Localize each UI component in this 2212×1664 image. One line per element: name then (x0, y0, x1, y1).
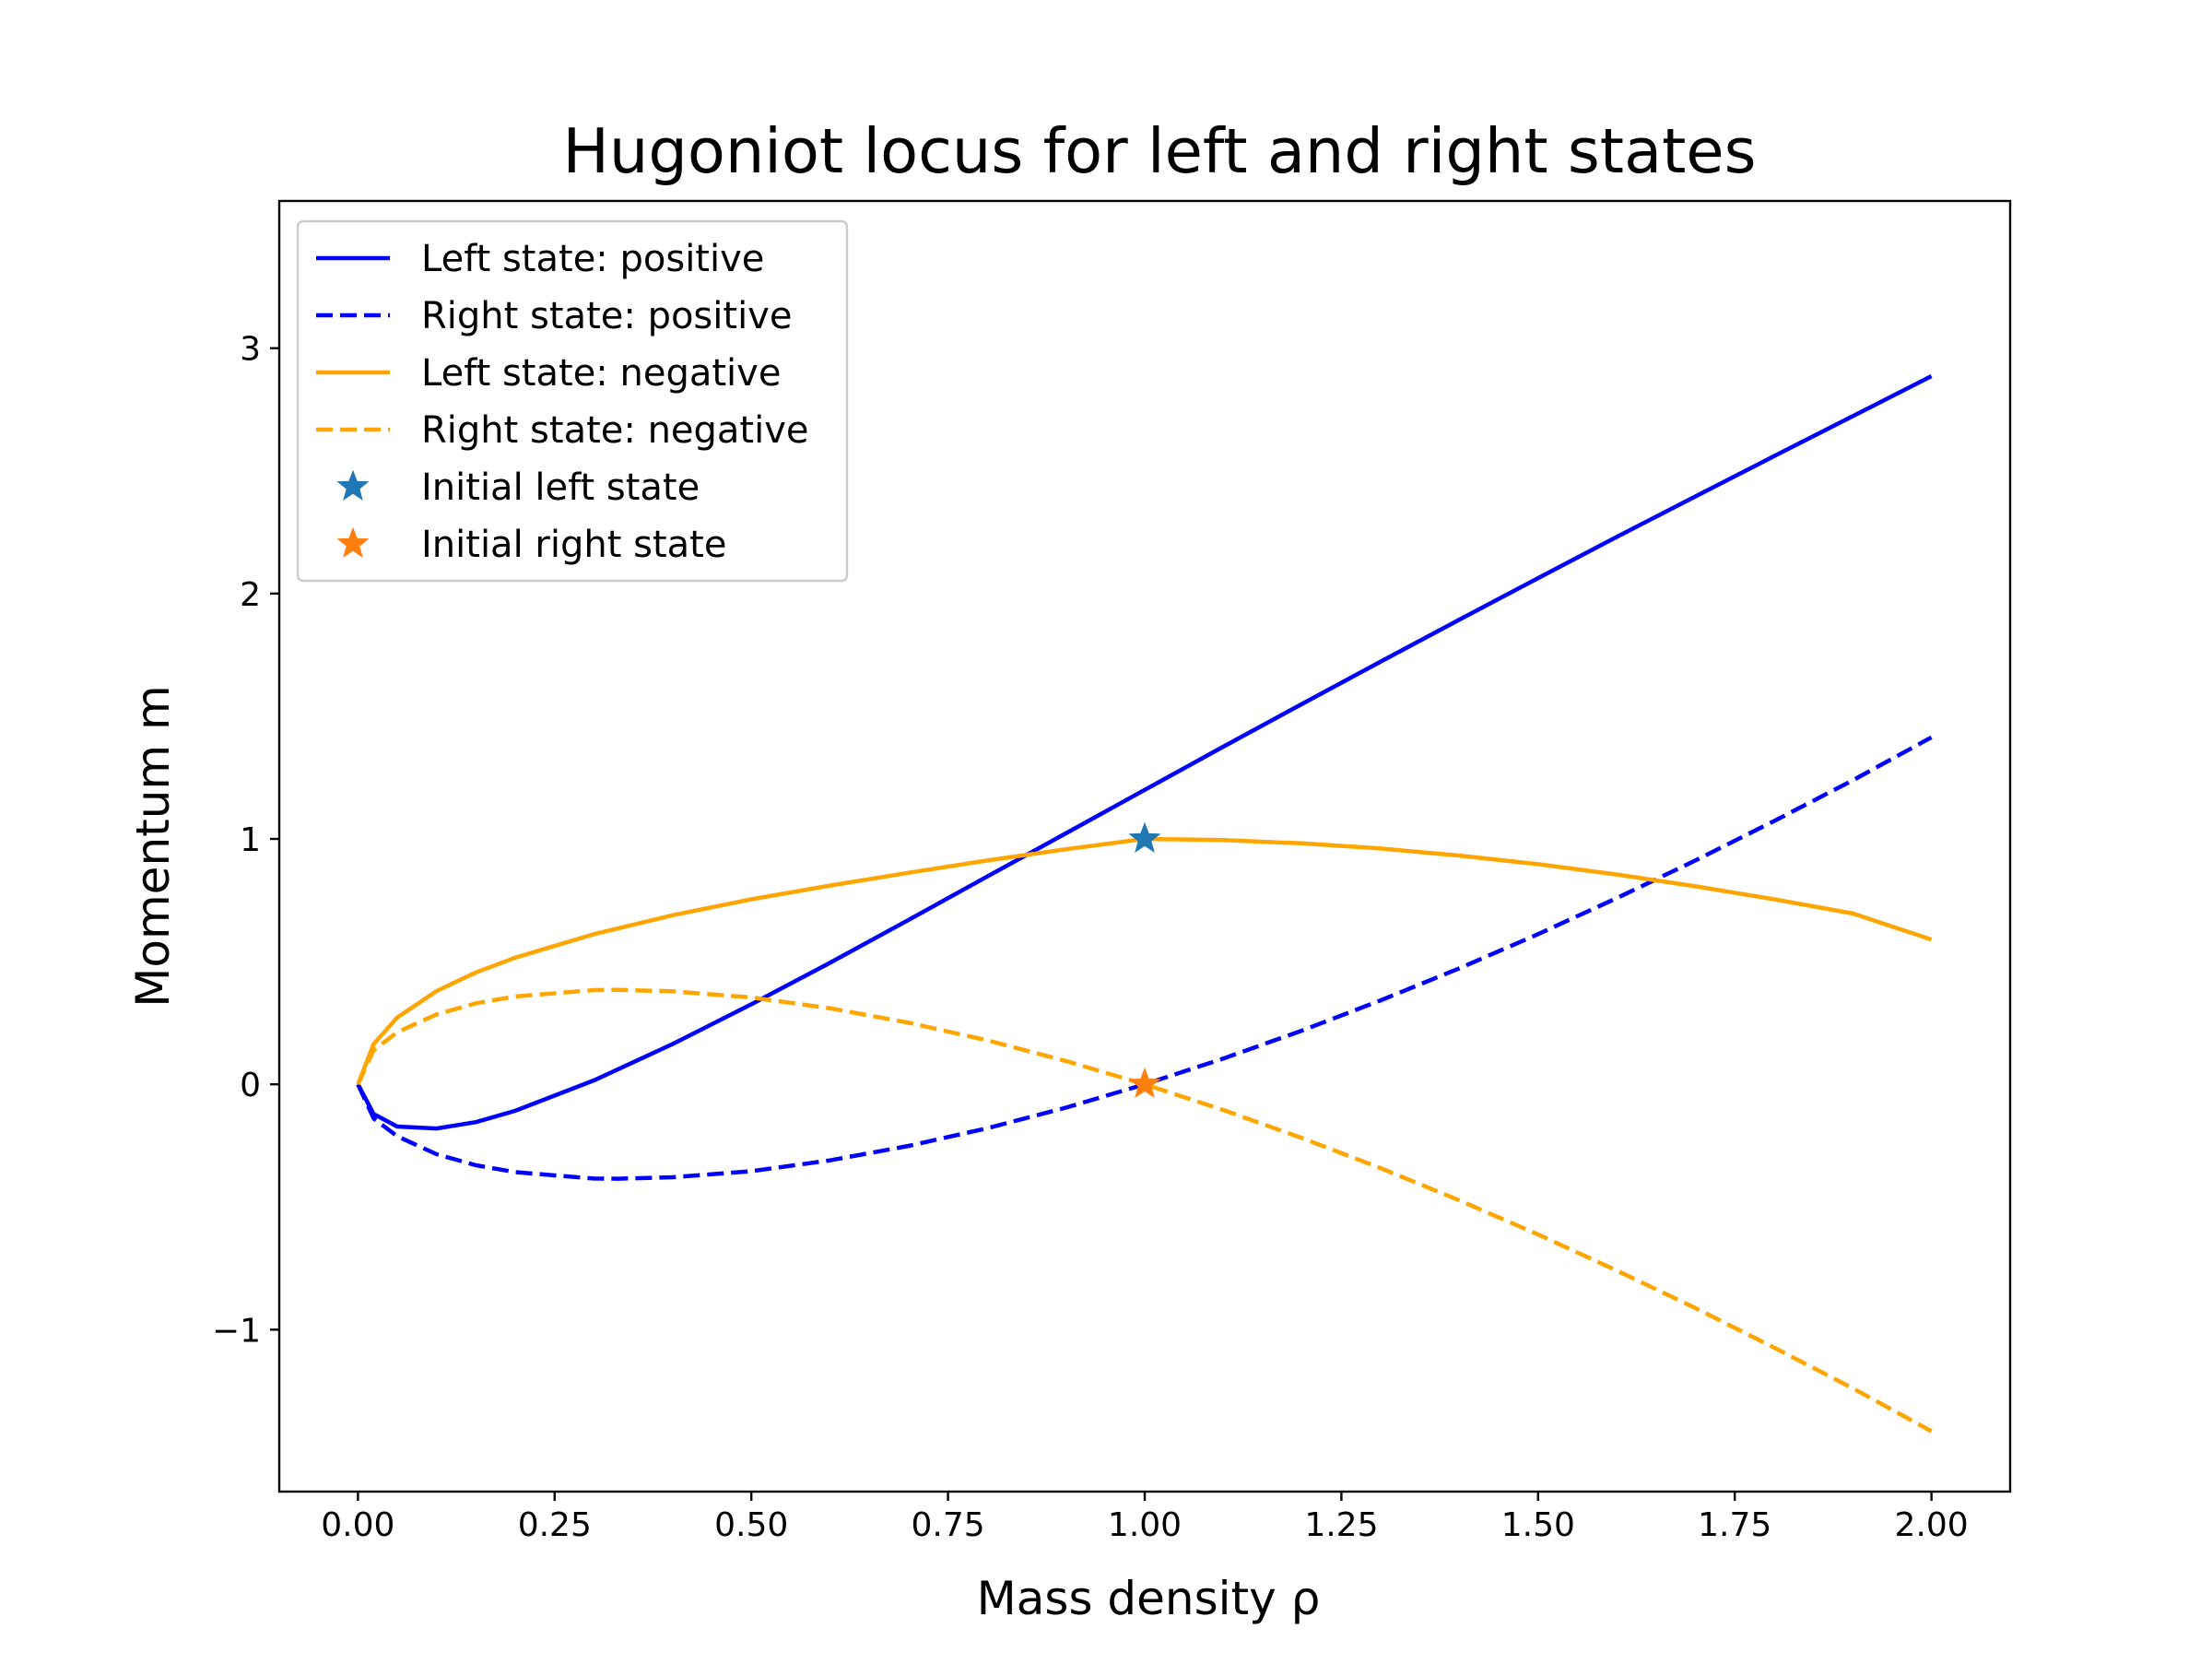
legend-label: Left state: positive (421, 238, 764, 280)
series-line-2 (356, 735, 1933, 1181)
y-tick-label: 1 (240, 821, 261, 859)
y-axis: −1 0 1 2 3 (212, 331, 279, 1350)
legend: Left state: positive Right state: positiv… (296, 219, 849, 583)
y-axis-label: Momentum m (126, 685, 180, 1008)
x-tick-label: 1.00 (1108, 1506, 1182, 1544)
legend-label: Initial right state (421, 524, 726, 566)
x-tick-label: 1.75 (1698, 1506, 1771, 1544)
legend-entries: Left state: positive Right state: positiv… (316, 238, 809, 566)
marker-star-1 (1128, 821, 1161, 853)
x-axis-label: Mass density ρ (977, 1572, 1321, 1625)
series-line-4 (356, 987, 1933, 1434)
legend-swatch-star (336, 526, 370, 558)
y-tick-label: −1 (212, 1312, 261, 1350)
x-axis: 0.00 0.25 0.50 0.75 1.00 1.25 1.50 1.75 2.00 (321, 1492, 1969, 1544)
y-tick-label: 2 (240, 576, 261, 614)
x-tick-label: 1.50 (1501, 1506, 1575, 1544)
x-tick-label: 0.00 (321, 1506, 394, 1544)
legend-label: Right state: negative (421, 409, 809, 452)
x-tick-label: 0.50 (714, 1506, 788, 1544)
marker-star-2 (1128, 1067, 1161, 1099)
series-line-3 (356, 836, 1933, 1086)
chart-title: Hugoniot locus for left and right states (562, 115, 1756, 187)
legend-label: Initial left state (421, 466, 700, 509)
y-tick-label: 0 (240, 1067, 261, 1104)
series-layer (356, 373, 1933, 1434)
x-tick-label: 0.75 (912, 1506, 985, 1544)
legend-label: Left state: negative (421, 352, 781, 395)
marker-layer (1128, 821, 1161, 1099)
x-tick-label: 1.25 (1304, 1506, 1378, 1544)
x-tick-label: 0.25 (518, 1506, 592, 1544)
x-tick-label: 2.00 (1895, 1506, 1969, 1544)
legend-label: Right state: positive (421, 295, 792, 337)
legend-box (296, 219, 849, 583)
legend-swatch-star (336, 469, 370, 501)
y-tick-label: 3 (240, 331, 261, 369)
